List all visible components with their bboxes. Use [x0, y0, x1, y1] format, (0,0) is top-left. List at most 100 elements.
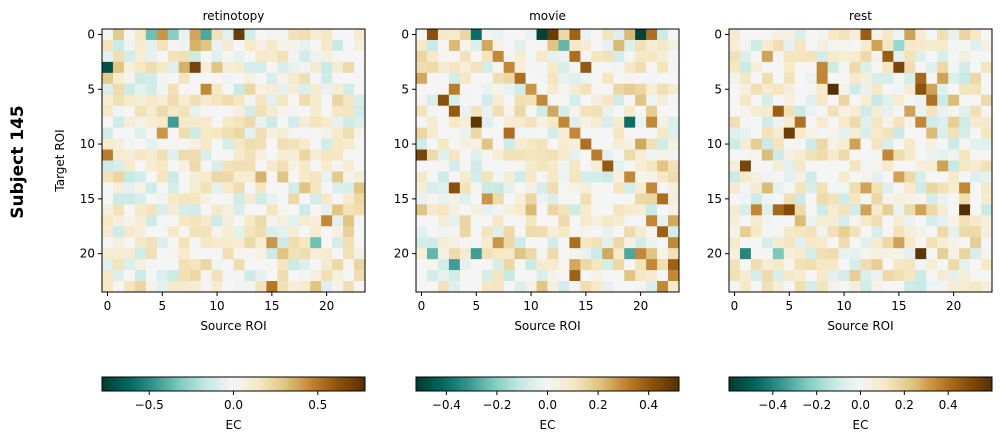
heatmap-cell: [244, 39, 256, 52]
heatmap-cell: [492, 204, 505, 216]
heatmap-cell: [481, 270, 494, 282]
heatmap-cell: [613, 127, 625, 139]
heatmap-cell: [783, 259, 796, 271]
heatmap-cell: [816, 127, 829, 139]
heatmap-cell: [321, 105, 333, 118]
heatmap-cell: [459, 182, 472, 194]
heatmap-cell: [904, 61, 916, 74]
heatmap-cell: [299, 61, 311, 74]
heatmap-cell: [426, 83, 439, 96]
heatmap-cell: [514, 171, 526, 183]
heatmap-cell: [816, 116, 829, 129]
heatmap-cell: [167, 193, 180, 205]
heatmap-cell: [481, 50, 494, 63]
heatmap-cell: [288, 204, 300, 216]
heatmap-cell: [613, 50, 625, 63]
heatmap-cell: [156, 270, 169, 282]
heatmap-cell: [211, 160, 223, 172]
heatmap-cell: [481, 39, 494, 52]
heatmap-cell: [255, 61, 267, 74]
heatmap-cell: [959, 160, 971, 172]
heatmap-cell: [794, 127, 807, 139]
heatmap-cell: [343, 94, 355, 107]
heatmap-cell: [167, 182, 180, 194]
heatmap-cell: [178, 105, 191, 118]
heatmap-cell: [635, 116, 647, 129]
heatmap-cell: [668, 182, 680, 194]
heatmap-cell: [354, 83, 366, 96]
heatmap-cell: [635, 29, 647, 41]
heatmap-cell: [729, 138, 741, 150]
heatmap-cell: [602, 116, 614, 129]
heatmap-cell: [635, 149, 647, 161]
heatmap-cell: [635, 237, 647, 249]
heatmap-cell: [981, 127, 993, 139]
heatmap-cell: [827, 237, 839, 249]
heatmap-cell: [233, 116, 245, 129]
heatmap-cell: [244, 248, 256, 260]
heatmap-cell: [536, 105, 548, 118]
heatmap-cell: [437, 149, 450, 161]
heatmap-cell: [915, 72, 927, 85]
heatmap-cell: [970, 94, 982, 107]
heatmap-cell: [558, 204, 570, 216]
heatmap-cell: [277, 39, 289, 52]
heatmap-cell: [646, 193, 658, 205]
x-tick-label: 10: [523, 299, 538, 313]
heatmap-cell: [591, 94, 603, 107]
heatmap-cell: [437, 248, 450, 260]
heatmap-cell: [558, 61, 570, 74]
heatmap-cell: [937, 193, 949, 205]
heatmap-cell: [514, 281, 526, 293]
heatmap-cell: [244, 105, 256, 118]
heatmap-cell: [772, 149, 785, 161]
heatmap-cell: [222, 72, 234, 85]
heatmap-cell: [503, 127, 516, 139]
heatmap-cell: [102, 105, 114, 118]
heatmap-cell: [536, 193, 548, 205]
heatmap-cell: [211, 281, 223, 293]
heatmap-cell: [739, 127, 752, 139]
heatmap-cell: [926, 94, 938, 107]
heatmap-cell: [860, 215, 872, 227]
heatmap-cell: [102, 182, 114, 194]
heatmap-cell: [860, 182, 872, 194]
heatmap-cell: [729, 248, 741, 260]
heatmap-cell: [266, 50, 278, 63]
heatmap-cell: [915, 116, 927, 129]
heatmap-cell: [503, 226, 516, 238]
heatmap-cell: [222, 127, 234, 139]
heatmap-cell: [838, 270, 850, 282]
heatmap-cell: [525, 83, 537, 96]
heatmap-cell: [492, 237, 505, 249]
heatmap-cell: [222, 270, 234, 282]
heatmap-cell: [783, 171, 796, 183]
heatmap-cell: [459, 160, 472, 172]
heatmap-cell: [849, 171, 861, 183]
heatmap-cell: [492, 226, 505, 238]
heatmap-cell: [288, 270, 300, 282]
heatmap-cell: [244, 182, 256, 194]
heatmap-cell: [783, 50, 796, 63]
heatmap-cell: [580, 83, 592, 96]
heatmap-cell: [525, 105, 537, 118]
heatmap-cell: [189, 149, 202, 161]
heatmap-cell: [156, 259, 169, 271]
heatmap-cell: [838, 127, 850, 139]
heatmap-cell: [416, 270, 428, 282]
heatmap-cell: [904, 259, 916, 271]
heatmap-cell: [668, 39, 680, 52]
heatmap-cell: [635, 138, 647, 150]
heatmap-cell: [772, 160, 785, 172]
heatmap-cell: [613, 72, 625, 85]
heatmap-cell: [558, 281, 570, 293]
heatmap-cell: [937, 39, 949, 52]
y-tick-label: 10: [394, 137, 409, 151]
heatmap-cell: [470, 270, 483, 282]
heatmap-cell: [750, 215, 763, 227]
heatmap-cell: [772, 259, 785, 271]
heatmap-cell: [525, 149, 537, 161]
heatmap-cell: [321, 94, 333, 107]
heatmap-cell: [492, 138, 505, 150]
